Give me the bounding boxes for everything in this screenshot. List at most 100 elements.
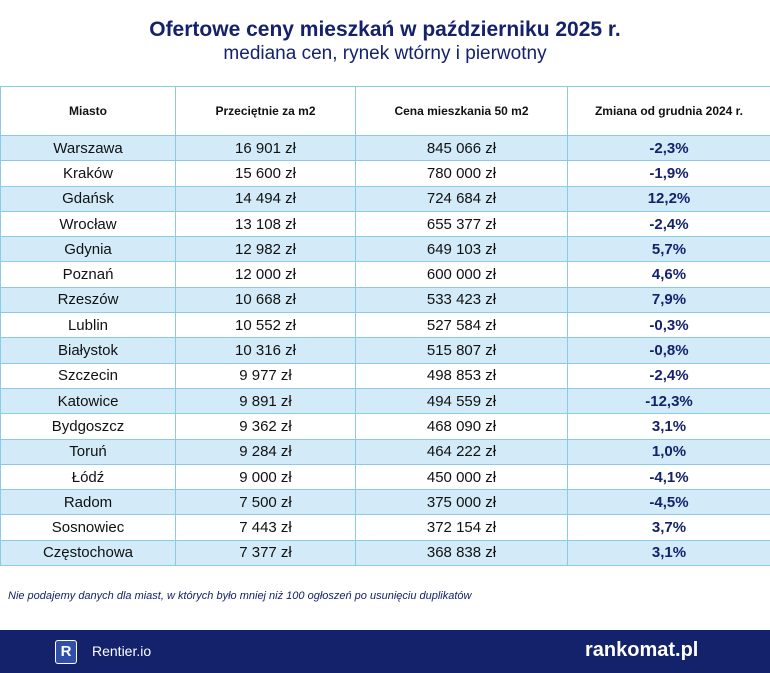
table-cell: Radom [0, 489, 176, 516]
table-cell: Gdynia [0, 236, 176, 263]
table-row: Katowice 9 891 zł 494 559 zł -12,3% [0, 387, 770, 415]
table-cell: 464 222 zł [355, 438, 568, 465]
table-cell: 527 584 zł [355, 312, 568, 339]
header-row: Miasto Przeciętnie za m2 Cena mieszkania 5… [0, 86, 770, 136]
table-cell: 600 000 zł [355, 261, 568, 288]
logo: R [55, 640, 77, 664]
table-cell: Rzeszów [0, 286, 176, 314]
table-row: Toruń 9 284 zł 464 222 zł 1,0% [0, 438, 770, 465]
table-cell: 9 000 zł [175, 463, 356, 491]
table-cell: 9 362 zł [175, 413, 356, 440]
table-cell: 7 443 zł [175, 514, 356, 541]
table-cell: 12 000 zł [175, 261, 356, 288]
table-row: Kraków 15 600 zł 780 000 zł -1,9% [0, 160, 770, 187]
table-row: Sosnowiec 7 443 zł 372 154 zł 3,7% [0, 514, 770, 541]
table-cell: 9 284 zł [175, 438, 356, 465]
table-cell: 724 684 zł [355, 185, 568, 212]
table-cell: 515 807 zł [355, 337, 568, 364]
table-cell: -2,4% [567, 362, 770, 389]
table-cell: 368 838 zł [355, 539, 568, 567]
table-cell: -0,3% [567, 312, 770, 339]
table-cell: -2,4% [567, 210, 770, 238]
table-cell: 7 500 zł [175, 489, 356, 516]
table-cell: -12,3% [567, 387, 770, 415]
table-cell: 845 066 zł [355, 134, 568, 162]
table-cell: Katowice [0, 387, 176, 415]
table-cell: 10 316 zł [175, 337, 356, 364]
table-cell: 15 600 zł [175, 160, 356, 187]
brand-left: Rentier.io [92, 643, 152, 659]
table-row: Lublin 10 552 zł 527 584 zł -0,3% [0, 312, 770, 339]
table-cell: -1,9% [567, 160, 770, 187]
table-cell: -4,5% [567, 489, 770, 516]
table-cell: 4,6% [567, 261, 770, 288]
table-cell: Kraków [0, 160, 176, 187]
table-row: Częstochowa 7 377 zł 368 838 zł 3,1% [0, 539, 770, 567]
table-cell: Wrocław [0, 210, 176, 238]
table-cell: 494 559 zł [355, 387, 568, 415]
table-cell: 14 494 zł [175, 185, 356, 212]
table-cell: 1,0% [567, 438, 770, 465]
table-cell: Białystok [0, 337, 176, 364]
column-header: Cena mieszkania 50 m2 [355, 86, 568, 136]
table-cell: 7 377 zł [175, 539, 356, 567]
table-cell: 3,1% [567, 539, 770, 567]
table-cell: 649 103 zł [355, 236, 568, 263]
column-header: Zmiana od grudnia 2024 r. [567, 86, 770, 136]
brand-right: rankomat.pl [585, 639, 699, 661]
footer: R Rentier.io rankomat.pl [0, 630, 770, 673]
title: Ofertowe ceny mieszkań w październiku 20… [149, 18, 621, 41]
table-cell: Warszawa [0, 134, 176, 162]
table-cell: Sosnowiec [0, 514, 176, 541]
subtitle: mediana cen, rynek wtórny i pierwotny [223, 43, 547, 64]
table-row: Radom 7 500 zł 375 000 zł -4,5% [0, 489, 770, 516]
table-row: Warszawa 16 901 zł 845 066 zł -2,3% [0, 134, 770, 162]
table-cell: 9 891 zł [175, 387, 356, 415]
table-cell: 3,1% [567, 413, 770, 440]
table-cell: 10 552 zł [175, 312, 356, 339]
table-cell: 780 000 zł [355, 160, 568, 187]
table-cell: 372 154 zł [355, 514, 568, 541]
table-row: Bydgoszcz 9 362 zł 468 090 zł 3,1% [0, 413, 770, 440]
table-cell: 12 982 zł [175, 236, 356, 263]
table-cell: 3,7% [567, 514, 770, 541]
table-row: Białystok 10 316 zł 515 807 zł -0,8% [0, 337, 770, 364]
table-cell: Łódź [0, 463, 176, 491]
table-cell: 9 977 zł [175, 362, 356, 389]
table-cell: Gdańsk [0, 185, 176, 212]
table-row: Poznań 12 000 zł 600 000 zł 4,6% [0, 261, 770, 288]
footnote: Nie podajemy danych dla miast, w których… [8, 590, 472, 602]
table-row: Gdynia 12 982 zł 649 103 zł 5,7% [0, 236, 770, 263]
table-cell: 450 000 zł [355, 463, 568, 491]
table-row: Gdańsk 14 494 zł 724 684 zł 12,2% [0, 185, 770, 212]
table-cell: -4,1% [567, 463, 770, 491]
table-cell: Bydgoszcz [0, 413, 176, 440]
table-cell: 7,9% [567, 286, 770, 314]
price-table: Miasto Przeciętnie za m2 Cena mieszkania 5… [0, 86, 770, 567]
table-cell: 468 090 zł [355, 413, 568, 440]
table-cell: Toruń [0, 438, 176, 465]
table-cell: -0,8% [567, 337, 770, 364]
table-cell: 13 108 zł [175, 210, 356, 238]
table-cell: Szczecin [0, 362, 176, 389]
table-cell: 5,7% [567, 236, 770, 263]
table-cell: 655 377 zł [355, 210, 568, 238]
table-cell: Lublin [0, 312, 176, 339]
table-cell: 10 668 zł [175, 286, 356, 314]
column-header: Miasto [0, 86, 176, 136]
table-row: Rzeszów 10 668 zł 533 423 zł 7,9% [0, 286, 770, 314]
table-row: Wrocław 13 108 zł 655 377 zł -2,4% [0, 210, 770, 238]
column-header: Przeciętnie za m2 [175, 86, 356, 136]
table-cell: 16 901 zł [175, 134, 356, 162]
table-cell: Poznań [0, 261, 176, 288]
table-row: Łódź 9 000 zł 450 000 zł -4,1% [0, 463, 770, 491]
table-row: Szczecin 9 977 zł 498 853 zł -2,4% [0, 362, 770, 389]
table-body: Warszawa 16 901 zł 845 066 zł -2,3% Kraków 15… [0, 134, 770, 567]
table-cell: 12,2% [567, 185, 770, 212]
table-cell: 375 000 zł [355, 489, 568, 516]
table-cell: -2,3% [567, 134, 770, 162]
table-cell: 498 853 zł [355, 362, 568, 389]
table-cell: Częstochowa [0, 539, 176, 567]
table-cell: 533 423 zł [355, 286, 568, 314]
